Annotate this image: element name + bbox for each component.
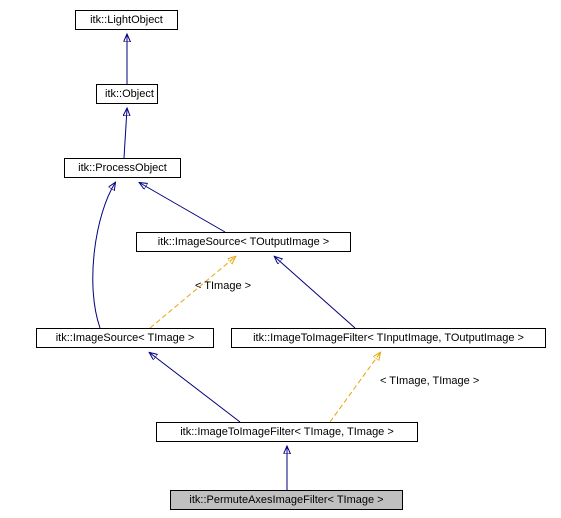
node-processobject[interactable]: itk::ProcessObject: [64, 158, 181, 178]
node-object[interactable]: itk::Object: [96, 84, 158, 104]
node-lightobject[interactable]: itk::LightObject: [75, 10, 178, 30]
node-label: itk::LightObject: [90, 14, 163, 26]
edge-label-timage: < TImage >: [195, 280, 251, 292]
node-label: itk::PermuteAxesImageFilter< TImage >: [189, 494, 383, 506]
node-imagetoimagefilter-timage-timage[interactable]: itk::ImageToImageFilter< TImage, TImage …: [156, 422, 418, 442]
node-label: itk::ImageToImageFilter< TInputImage, TO…: [253, 332, 524, 344]
node-label: itk::Object: [105, 88, 154, 100]
inheritance-diagram: itk::LightObject itk::Object itk::Proces…: [0, 0, 561, 518]
node-label: itk::ImageToImageFilter< TImage, TImage …: [180, 426, 394, 438]
edge-label-timage-timage: < TImage, TImage >: [380, 375, 479, 387]
node-imagesource-toutput[interactable]: itk::ImageSource< TOutputImage >: [136, 232, 351, 252]
node-permuteaxesimagefilter[interactable]: itk::PermuteAxesImageFilter< TImage >: [170, 490, 403, 510]
node-label: itk::ProcessObject: [78, 162, 167, 174]
node-imagetoimagefilter-tinput-toutput[interactable]: itk::ImageToImageFilter< TInputImage, TO…: [231, 328, 546, 348]
node-label: itk::ImageSource< TOutputImage >: [158, 236, 329, 248]
node-label: itk::ImageSource< TImage >: [56, 332, 195, 344]
node-imagesource-timage[interactable]: itk::ImageSource< TImage >: [36, 328, 214, 348]
